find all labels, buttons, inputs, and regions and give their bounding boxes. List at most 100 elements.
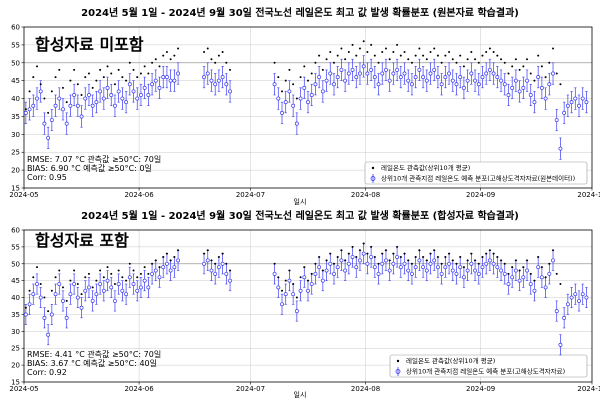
pred-point (57, 282, 62, 286)
obs-point (522, 266, 525, 269)
obs-point (526, 259, 529, 262)
pred-point (276, 96, 281, 101)
pred-point (502, 82, 507, 87)
obs-point (173, 256, 176, 259)
pred-point (87, 285, 91, 290)
pred-point (302, 85, 307, 90)
obs-point (143, 65, 146, 68)
pred-point (487, 258, 492, 263)
obs-point (76, 283, 79, 286)
obs-point (537, 54, 540, 57)
legend-obs-label-2: 레일온도 관측값(상위10개 평균) (406, 356, 495, 365)
legend-2: 레일온도 관측값(상위10개 평균) 상위10개 관측지점 레일온도 예측 분포… (389, 354, 588, 378)
obs-point (24, 108, 27, 111)
pred-point (458, 75, 463, 80)
obs-point (381, 51, 384, 54)
legend-box-1 (364, 161, 588, 185)
pred-point (146, 93, 151, 97)
pred-point (328, 71, 333, 76)
pred-point (558, 342, 563, 347)
pred-point (291, 103, 296, 108)
obs-point (165, 51, 168, 54)
pred-point (172, 78, 177, 83)
pred-point (38, 89, 43, 94)
obs-point (61, 86, 64, 89)
pred-point (577, 298, 581, 303)
pred-point (484, 71, 489, 76)
y-tick-label: 15 (11, 379, 20, 387)
obs-point (128, 262, 131, 265)
pred-point (447, 71, 452, 76)
obs-point (514, 58, 517, 61)
pred-point (27, 302, 32, 307)
pred-point (317, 75, 322, 80)
obs-point (559, 83, 562, 86)
obs-point (440, 61, 443, 64)
x-tick-label: 2024-06 (124, 191, 154, 199)
pred-point (87, 93, 91, 97)
obs-point (540, 65, 543, 68)
pred-point (291, 292, 296, 297)
pred-point (361, 64, 366, 69)
pred-point (365, 261, 370, 266)
pred-point (380, 261, 385, 266)
pred-point (521, 275, 526, 280)
obs-point (162, 54, 165, 57)
pred-point (209, 78, 214, 83)
pred-point (346, 71, 351, 76)
pred-point (287, 278, 292, 283)
pred-point (361, 251, 366, 256)
pred-point (499, 78, 503, 83)
pred-point (354, 75, 359, 80)
obs-point (110, 272, 113, 275)
obs-point (552, 47, 555, 50)
x-tick-label: 2024-05 (9, 191, 38, 199)
obs-point (455, 262, 458, 265)
obs-point (466, 259, 469, 262)
obs-point (310, 72, 313, 75)
obs-point (325, 58, 328, 61)
pred-point (517, 89, 522, 94)
pred-point (157, 275, 162, 280)
pred-point (580, 96, 585, 101)
obs-point (366, 51, 369, 54)
pred-point (283, 292, 288, 297)
pred-point (309, 282, 314, 286)
obs-point (95, 79, 98, 82)
obs-point (347, 51, 350, 54)
pred-point (569, 100, 574, 105)
obs-point (340, 47, 343, 50)
obs-point (39, 283, 42, 286)
pred-point (153, 268, 158, 273)
obs-point (488, 249, 491, 252)
pred-point (202, 75, 207, 80)
obs-point (373, 256, 376, 259)
pred-point (23, 110, 28, 115)
x-tick-label: 2024-07 (236, 385, 265, 393)
pred-point (461, 275, 466, 280)
pred-point (101, 96, 106, 101)
pred-point (484, 261, 489, 266)
pred-point (525, 268, 529, 273)
plot-area-1 (23, 26, 593, 189)
obs-point (288, 68, 291, 71)
obs-point (50, 289, 53, 292)
obs-point (50, 90, 53, 93)
pred-point (320, 89, 325, 94)
pred-point (409, 82, 414, 87)
chart-title-1: 2024년 5월 1일 - 2024년 9월 30일 전국노선 레일온도 최고 … (81, 6, 519, 19)
pred-point (298, 96, 303, 101)
pred-point (64, 315, 69, 320)
pred-point (101, 288, 106, 293)
pred-point (216, 265, 221, 270)
obs-point (325, 259, 328, 262)
pred-point (369, 255, 374, 259)
obs-point (43, 296, 46, 299)
pred-point (213, 82, 218, 87)
obs-point (292, 283, 295, 286)
obs-point (229, 269, 232, 272)
obs-point (58, 68, 61, 71)
obs-point (496, 256, 499, 259)
obs-point (410, 262, 413, 265)
obs-point (73, 68, 76, 71)
